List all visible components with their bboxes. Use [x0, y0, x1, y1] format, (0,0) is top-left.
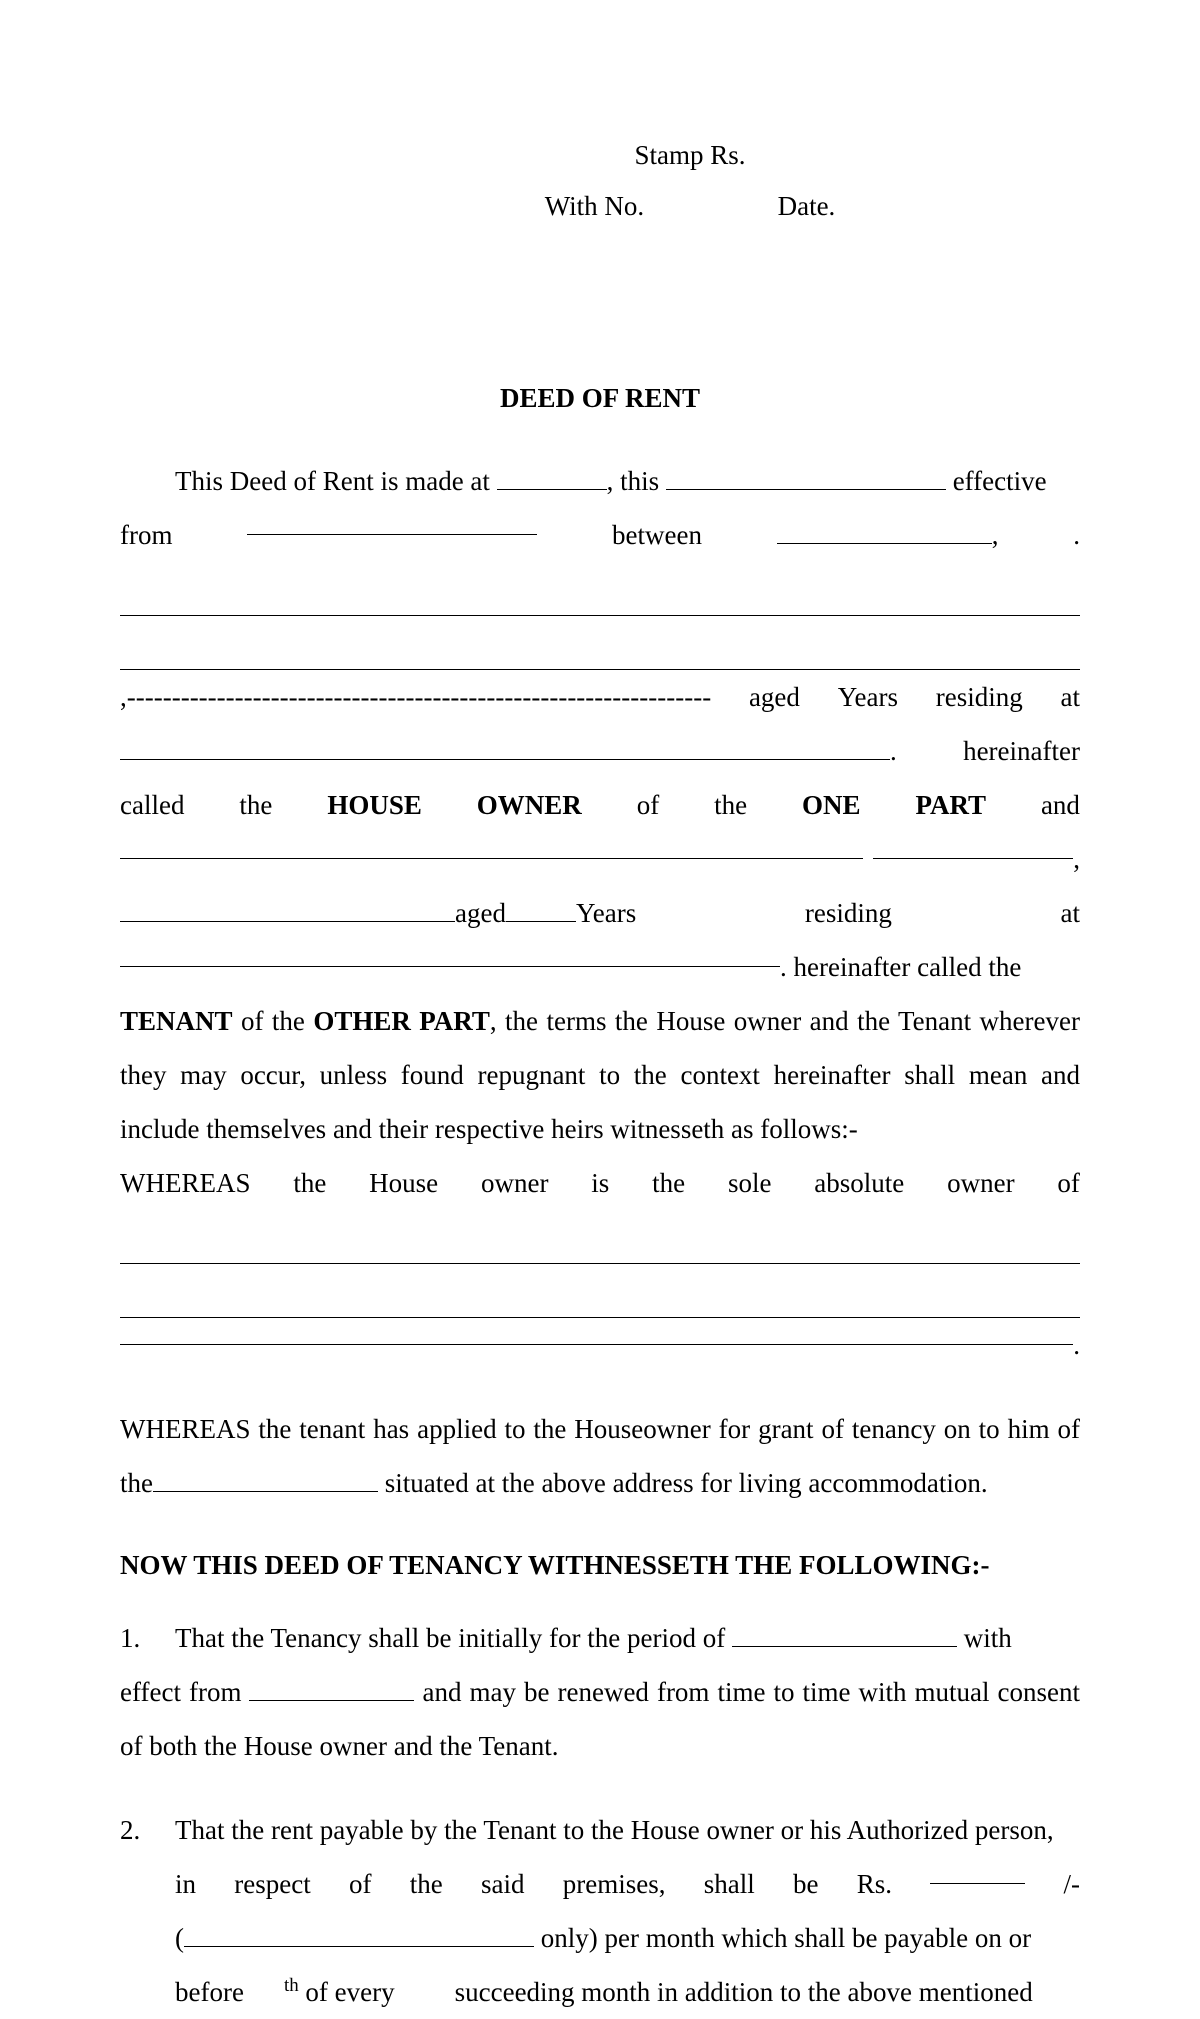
whereas-tenant-paragraph: WHEREAS the tenant has applied to the Ho…: [120, 1402, 1080, 1510]
date-label: Date.: [778, 191, 836, 221]
stamp-header: Stamp Rs. With No. Date.: [300, 130, 1080, 233]
stamp-rs-label: Stamp Rs.: [300, 130, 1080, 181]
clause-1: 1. That the Tenancy shall be initially f…: [120, 1611, 1080, 1773]
intro-paragraph: This Deed of Rent is made at , this effe…: [120, 454, 1080, 1372]
section-heading: NOW THIS DEED OF TENANCY WITHNESSETH THE…: [120, 1540, 1080, 1591]
document-title: DEED OF RENT: [120, 373, 1080, 424]
clause-2: 2. That the rent payable by the Tenant t…: [120, 1803, 1080, 2019]
with-no-label: With No.: [545, 191, 644, 221]
